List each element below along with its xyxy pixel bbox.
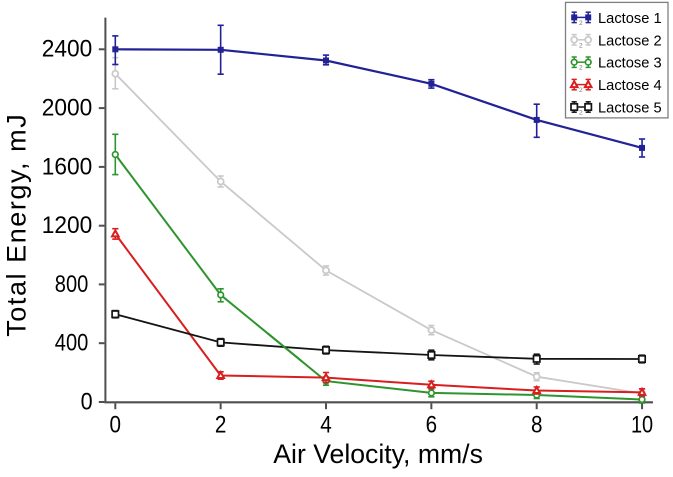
svg-text:10: 10 xyxy=(631,411,653,438)
svg-text:2: 2 xyxy=(579,42,583,49)
svg-text:Lactose 5: Lactose 5 xyxy=(598,100,662,117)
svg-text:Lactose 1: Lactose 1 xyxy=(598,10,662,27)
svg-text:0: 0 xyxy=(81,388,93,415)
svg-text:Lactose 4: Lactose 4 xyxy=(598,77,662,94)
svg-text:8: 8 xyxy=(531,411,543,438)
svg-text:Total Energy, mJ: Total Energy, mJ xyxy=(2,114,32,337)
svg-text:2: 2 xyxy=(215,411,227,438)
svg-text:2: 2 xyxy=(579,20,583,27)
svg-text:800: 800 xyxy=(55,271,89,298)
svg-text:0: 0 xyxy=(110,411,122,438)
svg-text:2: 2 xyxy=(579,65,583,72)
svg-text:1600: 1600 xyxy=(42,153,93,180)
svg-text:Air Velocity, mm/s: Air Velocity, mm/s xyxy=(273,439,483,469)
svg-text:4: 4 xyxy=(320,411,332,438)
svg-text:2: 2 xyxy=(579,87,583,94)
svg-text:1200: 1200 xyxy=(42,212,93,239)
svg-text:400: 400 xyxy=(55,330,89,357)
svg-text:Lactose 2: Lactose 2 xyxy=(598,32,662,49)
svg-text:2000: 2000 xyxy=(42,95,93,122)
svg-text:6: 6 xyxy=(426,411,438,438)
svg-text:2: 2 xyxy=(579,110,583,117)
svg-text:Lactose 3: Lactose 3 xyxy=(598,55,662,72)
svg-text:2400: 2400 xyxy=(42,36,93,63)
